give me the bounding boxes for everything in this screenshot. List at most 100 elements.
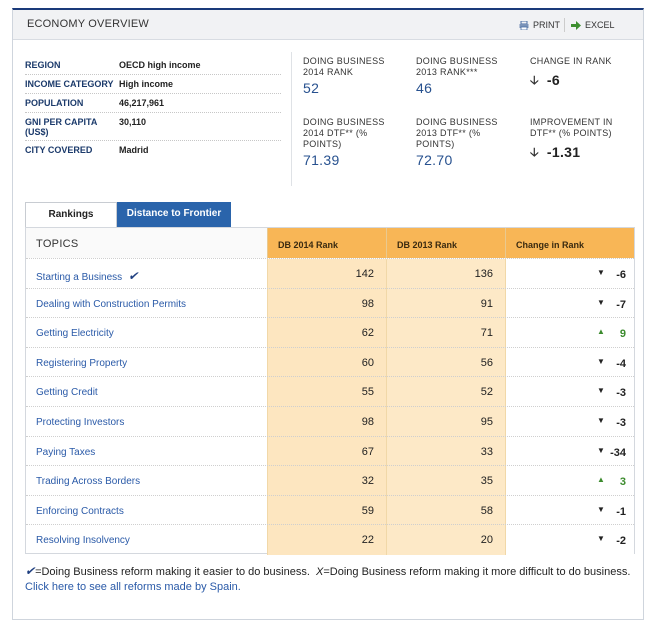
arrow-down-icon: ▼ bbox=[597, 268, 605, 277]
legend-easier: =Doing Business reform making it easier … bbox=[35, 566, 310, 578]
all-reforms-link[interactable]: Click here to see all reforms made by Sp… bbox=[25, 581, 241, 593]
cross-icon: X bbox=[312, 566, 324, 578]
db2013-rank-cell: 91 bbox=[386, 288, 505, 319]
topic-link[interactable]: Enforcing Contracts bbox=[26, 496, 267, 526]
check-icon: ✔ bbox=[25, 564, 36, 578]
table-row: Paying Taxes 67 33 ▼ -34 bbox=[26, 435, 634, 467]
column-header-db2013[interactable]: DB 2013 Rank bbox=[386, 228, 505, 258]
table-row: Getting Electricity 62 71 ▲ 9 bbox=[26, 317, 634, 349]
db2014-rank-stat: DOING BUSINESS 2014 RANK 52 bbox=[303, 56, 401, 96]
db2013-rank-stat: DOING BUSINESS 2013 RANK*** 46 bbox=[416, 56, 516, 96]
topic-link[interactable]: Getting Electricity bbox=[26, 318, 267, 348]
change-rank-cell: ▼ -4 bbox=[505, 347, 634, 378]
change-value: -4 bbox=[616, 357, 626, 370]
section-divider bbox=[291, 52, 292, 186]
info-row-gni: GNI PER CAPITA (US$) 30,110 bbox=[25, 113, 281, 141]
change-rank-cell: ▲ 9 bbox=[505, 318, 634, 349]
topic-label: Registering Property bbox=[36, 357, 128, 369]
info-key: CITY COVERED bbox=[25, 145, 93, 155]
toolbar-divider bbox=[564, 18, 565, 32]
change-rank-cell: ▲ 3 bbox=[505, 466, 634, 497]
table-row: Trading Across Borders 32 35 ▲ 3 bbox=[26, 465, 634, 497]
info-value: High income bbox=[119, 79, 174, 89]
db2014-rank-cell: 142 bbox=[267, 259, 386, 289]
topic-link[interactable]: Starting a Business ✔ bbox=[26, 259, 267, 289]
excel-button[interactable]: EXCEL bbox=[571, 20, 615, 30]
topic-link[interactable]: Registering Property bbox=[26, 348, 267, 378]
panel-title: ECONOMY OVERVIEW bbox=[27, 18, 149, 30]
stat-value: -1.31 bbox=[546, 144, 581, 160]
table-row: Dealing with Construction Permits 98 91 ▼ -7 bbox=[26, 287, 634, 319]
info-value: 46,217,961 bbox=[119, 98, 165, 108]
table-row: Starting a Business ✔ 142 136 ▼ -6 bbox=[26, 258, 634, 289]
topic-link[interactable]: Trading Across Borders bbox=[26, 466, 267, 496]
topic-link[interactable]: Dealing with Construction Permits bbox=[26, 289, 267, 319]
stat-label: DOING BUSINESS 2014 RANK bbox=[303, 56, 385, 77]
info-row-region: REGION OECD high income bbox=[25, 56, 281, 75]
info-value: Madrid bbox=[119, 145, 149, 155]
stat-label: DOING BUSINESS 2014 DTF** (% POINTS) bbox=[303, 117, 385, 149]
tab-rankings[interactable]: Rankings bbox=[25, 202, 117, 228]
arrow-up-icon: ▲ bbox=[597, 475, 605, 485]
stat-value: 72.70 bbox=[416, 152, 453, 168]
arrow-down-icon: ▼ bbox=[597, 445, 605, 455]
db2014-dtf-stat: DOING BUSINESS 2014 DTF** (% POINTS) 71.… bbox=[303, 117, 401, 168]
table-row: Getting Credit 55 52 ▼ -3 bbox=[26, 376, 634, 408]
stat-value: 71.39 bbox=[303, 152, 340, 168]
info-key: GNI PER CAPITA (US$) bbox=[25, 117, 98, 137]
db2013-rank-cell: 56 bbox=[386, 347, 505, 378]
change-rank-cell: ▼ -34 bbox=[505, 436, 634, 467]
rankings-table: TOPICS DB 2014 Rank DB 2013 Rank Change … bbox=[25, 227, 635, 556]
info-value: OECD high income bbox=[119, 60, 201, 70]
footer-notes: ✔=Doing Business reform making it easier… bbox=[25, 564, 631, 595]
table-row: Protecting Investors 98 95 ▼ -3 bbox=[26, 406, 634, 437]
printer-icon bbox=[519, 20, 529, 30]
excel-icon bbox=[571, 20, 581, 30]
topic-label: Paying Taxes bbox=[36, 446, 96, 458]
arrow-down-icon: ▼ bbox=[597, 356, 605, 366]
db2013-dtf-stat: DOING BUSINESS 2013 DTF** (% POINTS) 72.… bbox=[416, 117, 516, 168]
topic-label: Protecting Investors bbox=[36, 417, 125, 428]
topic-link[interactable]: Paying Taxes bbox=[26, 437, 267, 467]
table-row: Resolving Insolvency 22 20 ▼ -2 bbox=[26, 524, 634, 556]
topic-link[interactable]: Getting Credit bbox=[26, 377, 267, 407]
arrow-down-icon: ▼ bbox=[597, 386, 605, 396]
print-button[interactable]: PRINT bbox=[519, 20, 560, 30]
stat-label: DOING BUSINESS 2013 RANK*** bbox=[416, 56, 498, 77]
info-key: POPULATION bbox=[25, 98, 84, 108]
db2013-rank-cell: 58 bbox=[386, 495, 505, 526]
info-row-income: INCOME CATEGORY High income bbox=[25, 75, 281, 94]
db2013-rank-cell: 95 bbox=[386, 407, 505, 437]
topic-label: Starting a Business bbox=[36, 272, 123, 283]
economy-info-table: REGION OECD high income INCOME CATEGORY … bbox=[25, 56, 281, 159]
column-header-db2014[interactable]: DB 2014 Rank bbox=[267, 228, 386, 258]
change-value: -2 bbox=[616, 535, 626, 548]
column-header-change[interactable]: Change in Rank bbox=[505, 228, 634, 258]
info-row-population: POPULATION 46,217,961 bbox=[25, 94, 281, 113]
stat-value: 46 bbox=[416, 80, 433, 96]
arrow-down-icon: ▼ bbox=[597, 534, 605, 544]
stat-value: 52 bbox=[303, 80, 320, 96]
change-rank-cell: ▼ -7 bbox=[505, 288, 634, 319]
db2014-rank-cell: 67 bbox=[267, 436, 386, 467]
info-key: INCOME CATEGORY bbox=[25, 79, 114, 89]
excel-label: EXCEL bbox=[585, 20, 615, 30]
change-rank-cell: ▼ -6 bbox=[505, 259, 634, 289]
db2013-rank-cell: 71 bbox=[386, 318, 505, 349]
arrow-down-icon: ▼ bbox=[597, 297, 605, 307]
db2014-rank-cell: 62 bbox=[267, 318, 386, 349]
db2013-rank-cell: 52 bbox=[386, 377, 505, 408]
topic-label: Getting Electricity bbox=[36, 328, 114, 340]
topic-link[interactable]: Resolving Insolvency bbox=[26, 525, 267, 555]
stat-label: DOING BUSINESS 2013 DTF** (% POINTS) bbox=[416, 117, 498, 149]
change-rank-cell: ▼ -3 bbox=[505, 407, 634, 437]
arrow-down-icon: 🡣 bbox=[530, 73, 539, 87]
tab-distance-to-frontier[interactable]: Distance to Frontier bbox=[117, 202, 231, 227]
change-value: -1 bbox=[616, 505, 626, 518]
table-header: TOPICS DB 2014 Rank DB 2013 Rank Change … bbox=[26, 228, 634, 258]
column-header-topics: TOPICS bbox=[26, 228, 267, 258]
print-label: PRINT bbox=[533, 20, 560, 30]
legend-harder: =Doing Business reform making it more di… bbox=[323, 566, 631, 578]
topic-link[interactable]: Protecting Investors bbox=[26, 407, 267, 437]
change-value: -3 bbox=[616, 387, 626, 400]
